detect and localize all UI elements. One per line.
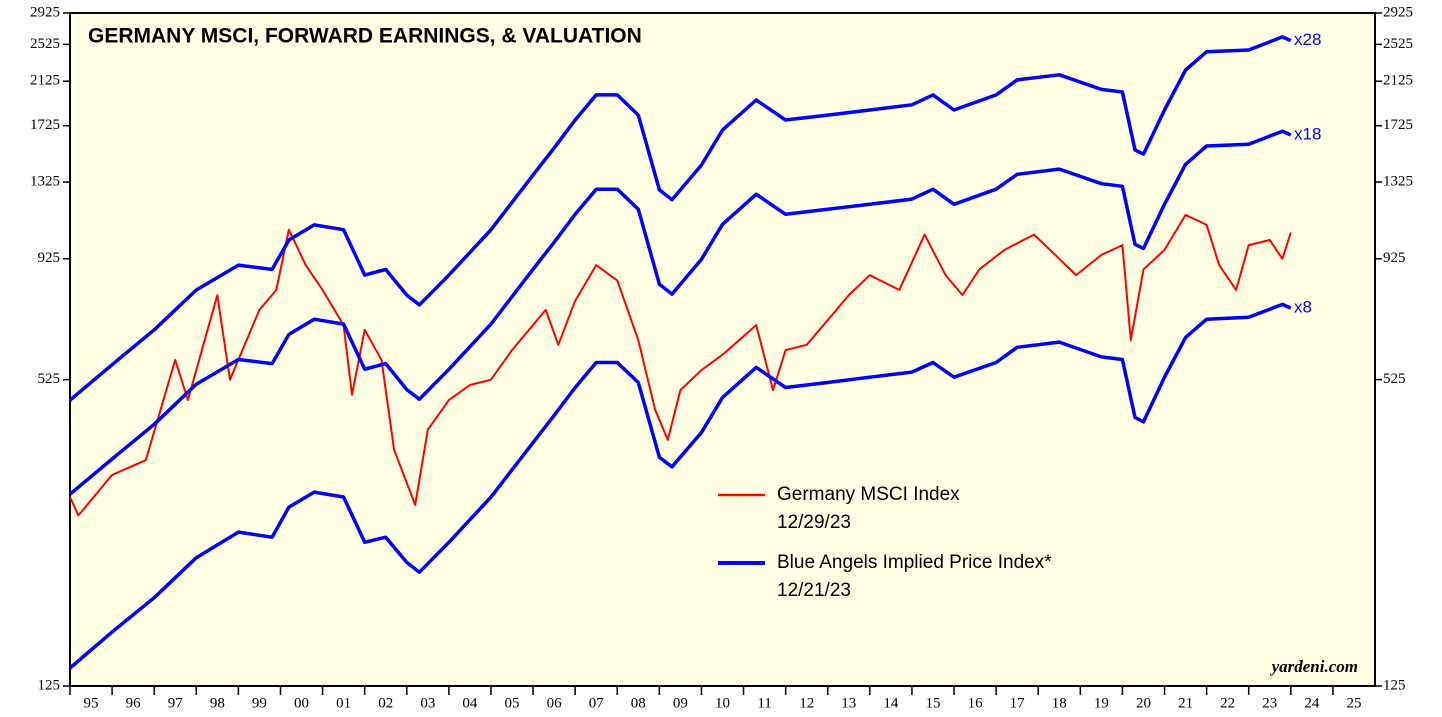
x-tick-label: 19: [1094, 695, 1109, 711]
series-line: [68, 129, 1292, 496]
y2-tick-label: 925: [1383, 250, 1406, 266]
legend-label: Germany MSCI Index: [777, 484, 960, 505]
x-tick-label: 21: [1178, 695, 1193, 711]
line-label: x18: [1294, 124, 1321, 143]
x-tick-label: 25: [1346, 695, 1361, 711]
y2-tick-label: 1725: [1383, 117, 1413, 133]
y2-tick-label: 125: [1383, 677, 1406, 693]
series-line: [68, 35, 1292, 402]
y-tick-label: 525: [38, 371, 61, 387]
series-line: [69, 213, 1292, 517]
x-tick-label: 20: [1136, 695, 1151, 711]
chart-title: GERMANY MSCI, FORWARD EARNINGS, & VALUAT…: [88, 25, 642, 48]
x-tick-label: 00: [294, 695, 309, 711]
y-tick-label: 2525: [30, 36, 60, 52]
x-tick-label: 97: [168, 695, 184, 711]
x-tick-label: 99: [252, 695, 267, 711]
x-tick-label: 17: [1010, 695, 1026, 711]
x-tick-label: 15: [925, 695, 940, 711]
y2-tick-label: 2525: [1383, 36, 1413, 52]
x-tick-label: 06: [547, 695, 563, 711]
y2-tick-label: 2925: [1383, 4, 1413, 20]
x-tick-label: 23: [1262, 695, 1277, 711]
legend-date: 12/21/23: [777, 580, 851, 601]
series-line: [68, 302, 1292, 670]
source: yardeni.com: [1270, 657, 1358, 676]
x-tick-label: 16: [968, 695, 984, 711]
x-tick-label: 22: [1220, 695, 1235, 711]
x-tick-label: 08: [631, 695, 646, 711]
x-tick-label: 09: [673, 695, 688, 711]
x-tick-label: 96: [126, 695, 142, 711]
x-tick-label: 02: [378, 695, 393, 711]
x-tick-label: 04: [462, 695, 478, 711]
x-tick-label: 95: [84, 695, 99, 711]
x-tick-label: 01: [336, 695, 351, 711]
y-tick-label: 2925: [30, 4, 60, 20]
y-tick-label: 2125: [30, 73, 60, 89]
legend-label: Blue Angels Implied Price Index*: [777, 552, 1052, 573]
line-label: x8: [1294, 298, 1312, 317]
x-tick-label: 98: [210, 695, 225, 711]
x-tick-label: 13: [841, 695, 856, 711]
x-tick-label: 10: [715, 695, 730, 711]
y2-tick-label: 525: [1383, 371, 1406, 387]
line-label: x28: [1294, 30, 1321, 49]
x-tick-label: 05: [505, 695, 520, 711]
y-tick-label: 125: [38, 677, 61, 693]
x-tick-label: 12: [799, 695, 814, 711]
y-tick-label: 1325: [30, 173, 60, 189]
x-tick-label: 18: [1052, 695, 1067, 711]
x-tick-label: 07: [589, 695, 605, 711]
y2-tick-label: 2125: [1383, 73, 1413, 89]
x-tick-label: 24: [1304, 695, 1320, 711]
x-tick-label: 11: [757, 695, 771, 711]
y-tick-label: 1725: [30, 117, 60, 133]
legend-date: 12/29/23: [777, 512, 851, 533]
y2-tick-label: 1325: [1383, 173, 1413, 189]
y-tick-label: 925: [38, 250, 61, 266]
x-tick-label: 14: [883, 695, 899, 711]
x-tick-label: 03: [420, 695, 435, 711]
